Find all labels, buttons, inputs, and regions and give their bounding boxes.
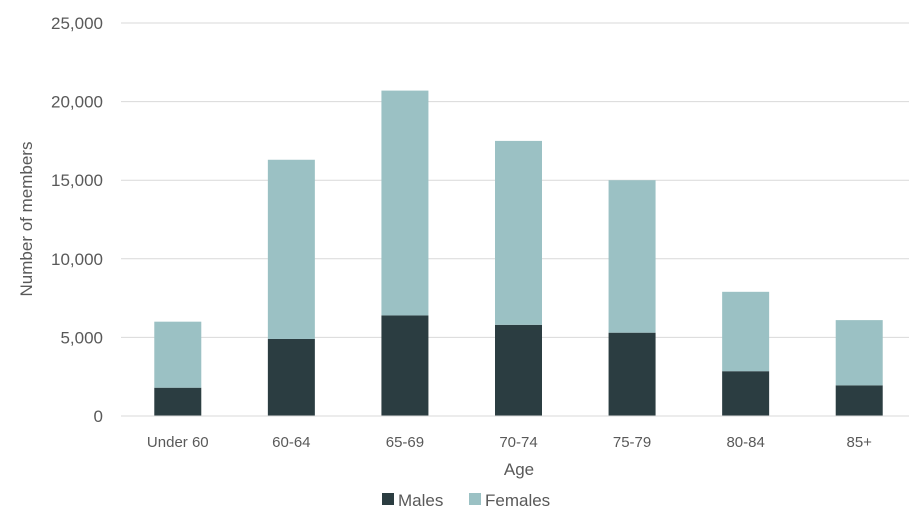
legend-swatch-females xyxy=(469,493,481,505)
bar-males-60-64 xyxy=(267,338,315,416)
legend-label-females: Females xyxy=(485,491,550,510)
y-tick-label: 10,000 xyxy=(51,250,103,269)
bars xyxy=(154,90,883,416)
x-tick-label: 60-64 xyxy=(272,434,310,451)
x-tick-label: 85+ xyxy=(846,434,872,451)
y-tick-label: 5,000 xyxy=(60,328,103,347)
bar-males-85+ xyxy=(835,385,883,416)
bar-females-65-69 xyxy=(381,90,429,316)
bar-males-under-60 xyxy=(154,387,202,416)
y-tick-label: 15,000 xyxy=(51,171,103,190)
bar-males-75-79 xyxy=(608,332,656,416)
bar-males-70-74 xyxy=(495,324,542,416)
x-tick-label: Under 60 xyxy=(147,434,209,451)
x-tick-label: 70-74 xyxy=(499,434,537,451)
bar-females-60-64 xyxy=(267,159,315,339)
legend: Males Females xyxy=(382,491,550,510)
legend-label-males: Males xyxy=(398,491,443,510)
y-tick-label: 20,000 xyxy=(51,93,103,112)
legend-swatch-males xyxy=(382,493,394,505)
bar-females-85+ xyxy=(835,320,883,386)
x-tick-label: 65-69 xyxy=(386,434,424,451)
x-tick-label: 75-79 xyxy=(613,434,651,451)
axes: 0 5,000 10,000 15,000 20,000 25,000 Under 60 60… xyxy=(51,14,909,451)
x-tick-label: 80-84 xyxy=(726,434,764,451)
bar-females-under-60 xyxy=(154,321,202,388)
y-tick-label: 0 xyxy=(94,407,103,426)
bar-females-80-84 xyxy=(722,291,770,372)
bar-males-80-84 xyxy=(722,371,770,416)
y-axis-title: Number of members xyxy=(17,142,36,297)
bar-females-75-79 xyxy=(608,180,656,333)
x-axis-title: Age xyxy=(504,460,534,479)
bar-females-70-74 xyxy=(495,140,542,325)
bar-males-65-69 xyxy=(381,315,429,416)
y-tick-label: 25,000 xyxy=(51,14,103,33)
